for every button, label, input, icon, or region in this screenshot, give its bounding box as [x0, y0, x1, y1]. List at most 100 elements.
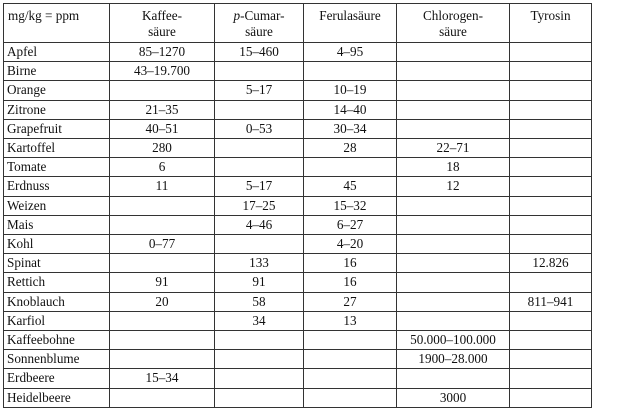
value-cell — [109, 195, 215, 216]
column-header-line1: Tyrosin — [530, 8, 571, 23]
value-cell: 45 — [303, 176, 397, 197]
value-cell: 16 — [303, 253, 397, 274]
value-cell — [509, 310, 592, 332]
value-cell — [214, 157, 304, 178]
value-cell: 85–1270 — [109, 41, 215, 63]
value-cell — [509, 41, 592, 63]
value-cell — [303, 349, 397, 370]
value-cell: 4–20 — [303, 234, 397, 255]
value-cell — [396, 195, 510, 216]
value-cell — [396, 253, 510, 274]
value-cell — [109, 330, 215, 351]
value-cell: 11 — [109, 176, 215, 197]
value-cell: 50.000–100.000 — [396, 330, 510, 351]
value-cell — [214, 368, 304, 389]
value-cell — [396, 214, 510, 236]
value-cell — [396, 291, 510, 312]
value-cell — [509, 330, 592, 351]
table-row: Grapefruit 40–51 0–53 30–34 — [3, 118, 592, 140]
column-header-cumarsaeure: p-Cumar- säure — [214, 3, 304, 43]
column-header-line1: Chlorogen- — [422, 8, 484, 23]
value-cell — [109, 214, 215, 236]
value-cell — [214, 99, 304, 120]
table-row: Mais 4–46 6–27 — [3, 214, 592, 236]
value-cell — [214, 138, 304, 159]
value-cell: 91 — [109, 272, 215, 293]
value-cell: 280 — [109, 138, 215, 159]
column-header-line1: Ferulasäure — [319, 8, 381, 23]
value-cell — [303, 387, 397, 408]
value-cell: 27 — [303, 291, 397, 312]
table-row: Orange 5–17 10–19 — [3, 80, 592, 101]
value-cell — [509, 214, 592, 236]
unit-header: mg/kg = ppm — [3, 3, 110, 43]
value-cell: 6–27 — [303, 214, 397, 236]
table-row: Erdnuss 11 5–17 45 12 — [3, 176, 592, 197]
column-header-tyrosin: Tyrosin — [509, 3, 592, 43]
column-header-ferulasaeure: Ferulasäure — [303, 3, 397, 43]
value-cell: 133 — [214, 253, 304, 274]
column-header-line1: Kaffee- — [141, 8, 183, 23]
value-cell: 4–95 — [303, 41, 397, 63]
value-cell: 91 — [214, 272, 304, 293]
value-cell: 21–35 — [109, 99, 215, 120]
value-cell: 12.826 — [509, 253, 592, 274]
food-name-cell: Mais — [3, 214, 110, 236]
value-cell: 1900–28.000 — [396, 349, 510, 370]
value-cell: 5–17 — [214, 80, 304, 101]
value-cell — [509, 195, 592, 216]
food-name-cell: Erdnuss — [3, 176, 110, 197]
table-row: Birne 43–19.700 — [3, 61, 592, 82]
value-cell: 17–25 — [214, 195, 304, 216]
value-cell: 15–32 — [303, 195, 397, 216]
value-cell — [509, 349, 592, 370]
value-cell: 43–19.700 — [109, 61, 215, 82]
value-cell: 4–46 — [214, 214, 304, 236]
value-cell — [509, 234, 592, 255]
value-cell: 20 — [109, 291, 215, 312]
value-cell — [303, 61, 397, 82]
food-name-cell: Karfiol — [3, 310, 110, 332]
value-cell: 58 — [214, 291, 304, 312]
value-cell — [509, 368, 592, 389]
column-header-chlorogensaeure: Chlorogen- säure — [396, 3, 510, 43]
food-name-cell: Grapefruit — [3, 118, 110, 140]
value-cell — [509, 387, 592, 408]
value-cell — [396, 61, 510, 82]
value-cell — [509, 61, 592, 82]
value-cell: 34 — [214, 310, 304, 332]
column-header-kaffeesaeure: Kaffee- säure — [109, 3, 215, 43]
value-cell: 22–71 — [396, 138, 510, 159]
value-cell — [509, 80, 592, 101]
value-cell: 15–460 — [214, 41, 304, 63]
table-body: Apfel 85–1270 15–460 4–95 Birne 43–19.700 Oran… — [3, 41, 592, 408]
value-cell — [396, 310, 510, 332]
food-name-cell: Heidelbeere — [3, 387, 110, 408]
food-name-cell: Erdbeere — [3, 368, 110, 389]
value-cell: 6 — [109, 157, 215, 178]
value-cell: 12 — [396, 176, 510, 197]
value-cell — [303, 330, 397, 351]
value-cell — [396, 234, 510, 255]
value-cell — [509, 118, 592, 140]
table-row: Kartoffel 280 28 22–71 — [3, 138, 592, 159]
value-cell — [214, 61, 304, 82]
phenolic-acids-table: mg/kg = ppm Kaffee- säure p-Cumar- säure… — [3, 3, 592, 408]
value-cell — [396, 272, 510, 293]
table-row: Weizen 17–25 15–32 — [3, 195, 592, 216]
value-cell — [396, 99, 510, 120]
column-header-prefix: p- — [233, 8, 245, 23]
table-row: Karfiol 34 13 — [3, 310, 592, 332]
column-header-line2: säure — [148, 24, 176, 39]
food-name-cell: Apfel — [3, 41, 110, 63]
value-cell — [303, 157, 397, 178]
table-row: Sonnenblume 1900–28.000 — [3, 349, 592, 370]
table-row: Apfel 85–1270 15–460 4–95 — [3, 41, 592, 63]
value-cell: 10–19 — [303, 80, 397, 101]
food-name-cell: Weizen — [3, 195, 110, 216]
value-cell — [396, 118, 510, 140]
table-row: Heidelbeere 3000 — [3, 387, 592, 408]
header-row: mg/kg = ppm Kaffee- säure p-Cumar- säure… — [3, 3, 592, 43]
column-header-line2: säure — [245, 24, 273, 39]
value-cell — [509, 99, 592, 120]
